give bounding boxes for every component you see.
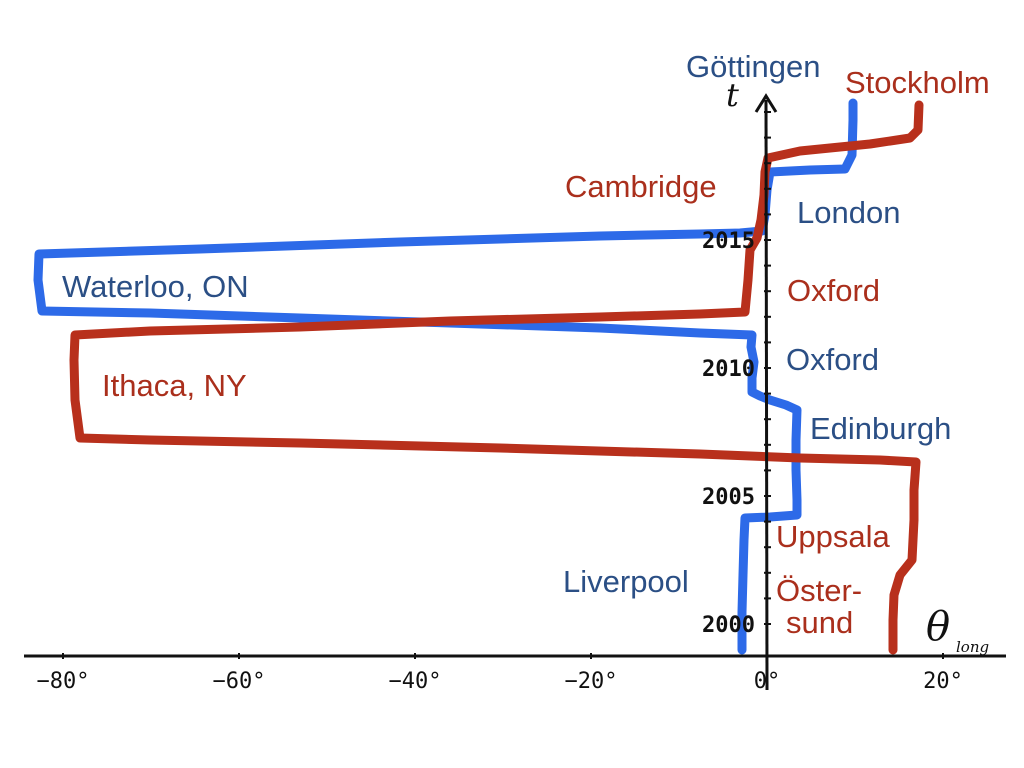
- city-labels: Göttingen Stockholm Cambridge London Wat…: [62, 49, 990, 640]
- city-label-liverpool: Liverpool: [563, 564, 689, 599]
- y-tick-label: 2000: [702, 613, 755, 638]
- city-label-cambridge: Cambridge: [565, 169, 717, 204]
- y-tick-group: 2000 2005 2010 2015: [702, 111, 771, 638]
- x-tick-label: −40°: [389, 669, 442, 694]
- y-tick-label: 2015: [702, 229, 755, 254]
- x-tick-label: −60°: [213, 669, 266, 694]
- y-axis: [764, 99, 769, 691]
- axes: −80° −60° −40° −20° 0° 20° 2000 2005 2010 2015: [24, 93, 1006, 694]
- y-axis-label: t: [726, 76, 739, 114]
- city-label-uppsala: Uppsala: [776, 519, 890, 554]
- x-tick-label: 0°: [754, 669, 781, 694]
- city-label-stockholm: Stockholm: [845, 65, 990, 100]
- city-label-oxford-red: Oxford: [787, 273, 880, 308]
- y-tick-label: 2005: [702, 485, 755, 510]
- city-label-oxford-blue: Oxford: [786, 342, 879, 377]
- city-label-london: London: [797, 195, 900, 230]
- city-label-ithaca: Ithaca, NY: [102, 368, 247, 403]
- x-tick-label: 20°: [923, 669, 963, 694]
- x-tick-group: −80° −60° −40° −20° 0° 20°: [37, 653, 963, 694]
- y-axis-arrowhead: [754, 93, 778, 113]
- city-label-edinburgh: Edinburgh: [810, 411, 951, 446]
- x-tick-label: −20°: [565, 669, 618, 694]
- x-axis-label: θ: [926, 604, 950, 650]
- city-label-ostersund-line1: Öster-: [776, 573, 862, 608]
- city-label-gottingen: Göttingen: [686, 49, 820, 84]
- city-label-ostersund-line2: sund: [786, 605, 853, 640]
- city-label-waterloo: Waterloo, ON: [62, 269, 249, 304]
- x-tick-label: −80°: [37, 669, 90, 694]
- y-tick-label: 2010: [702, 357, 755, 382]
- x-axis-label-subscript: long: [956, 638, 989, 656]
